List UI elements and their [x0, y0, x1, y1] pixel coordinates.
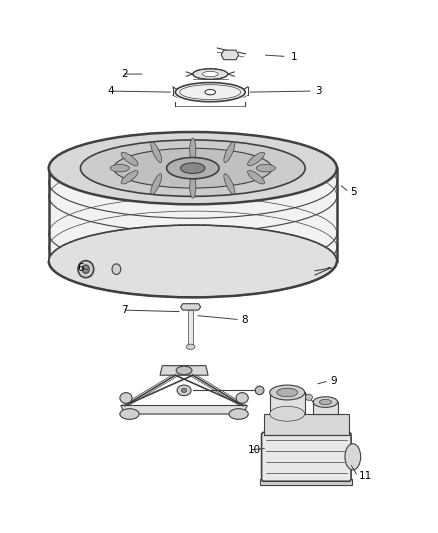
Ellipse shape [176, 366, 192, 375]
Ellipse shape [120, 409, 139, 419]
Ellipse shape [236, 393, 248, 403]
Text: 4: 4 [108, 86, 114, 96]
Ellipse shape [180, 163, 205, 173]
Polygon shape [260, 479, 353, 485]
Ellipse shape [256, 165, 276, 172]
Ellipse shape [277, 388, 298, 397]
Ellipse shape [202, 71, 218, 77]
Ellipse shape [113, 148, 272, 188]
Ellipse shape [81, 140, 305, 196]
Polygon shape [188, 310, 193, 346]
Ellipse shape [270, 385, 305, 400]
Text: 7: 7 [121, 305, 127, 315]
Ellipse shape [345, 444, 360, 470]
Ellipse shape [181, 388, 187, 392]
Ellipse shape [78, 261, 94, 278]
Text: 5: 5 [350, 187, 357, 197]
Ellipse shape [313, 397, 338, 407]
Polygon shape [264, 414, 349, 435]
Text: 9: 9 [330, 376, 337, 386]
Ellipse shape [49, 132, 337, 204]
Polygon shape [313, 402, 338, 414]
Ellipse shape [247, 152, 265, 166]
Ellipse shape [166, 158, 219, 179]
FancyBboxPatch shape [261, 432, 351, 481]
Ellipse shape [121, 152, 138, 166]
Text: 3: 3 [315, 86, 321, 96]
Ellipse shape [49, 225, 337, 297]
Text: 10: 10 [247, 445, 261, 455]
Ellipse shape [190, 175, 196, 198]
Polygon shape [49, 168, 337, 261]
Ellipse shape [270, 406, 305, 421]
Ellipse shape [186, 344, 195, 350]
Polygon shape [221, 50, 239, 60]
Polygon shape [121, 406, 247, 414]
Ellipse shape [305, 394, 312, 400]
Text: 2: 2 [121, 69, 127, 79]
Ellipse shape [193, 69, 228, 79]
Ellipse shape [177, 385, 191, 395]
Polygon shape [160, 366, 208, 375]
Ellipse shape [175, 83, 245, 102]
Polygon shape [180, 304, 201, 310]
Ellipse shape [151, 174, 162, 195]
Text: 8: 8 [241, 314, 247, 325]
Ellipse shape [112, 264, 121, 274]
Polygon shape [270, 392, 305, 414]
Text: 1: 1 [291, 52, 298, 61]
Ellipse shape [190, 138, 196, 161]
Ellipse shape [224, 142, 235, 163]
Text: 11: 11 [359, 472, 372, 481]
Ellipse shape [255, 386, 264, 394]
Ellipse shape [205, 90, 215, 95]
Ellipse shape [229, 409, 248, 419]
Ellipse shape [82, 265, 89, 273]
Ellipse shape [224, 174, 235, 195]
Ellipse shape [319, 399, 332, 405]
Text: 6: 6 [77, 263, 84, 273]
Ellipse shape [227, 52, 233, 58]
Ellipse shape [120, 393, 132, 403]
Ellipse shape [121, 171, 138, 184]
Polygon shape [90, 263, 328, 276]
Ellipse shape [110, 165, 129, 172]
Ellipse shape [247, 171, 265, 184]
Ellipse shape [151, 142, 162, 163]
